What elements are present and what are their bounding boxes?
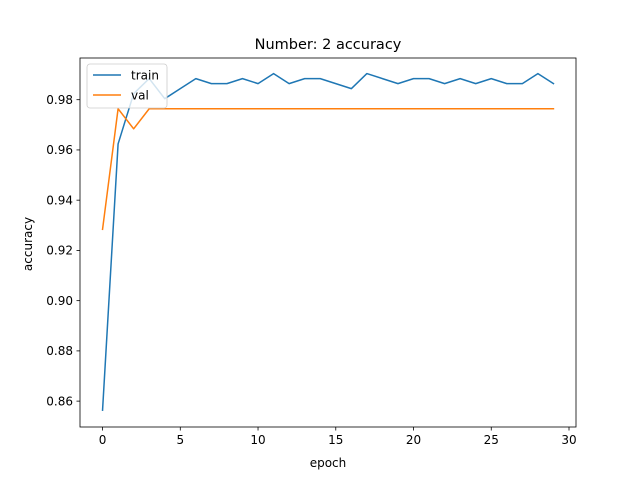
legend-label-val: val — [131, 88, 149, 102]
x-axis-ticks: 0 5 10 15 20 25 30 — [99, 427, 577, 447]
y-tick-label: 0.94 — [46, 193, 73, 207]
legend: train val — [86, 63, 168, 109]
x-tick-label: 30 — [561, 433, 576, 447]
legend-label-train: train — [131, 68, 159, 82]
plot-area — [79, 57, 577, 428]
series-layer — [101, 72, 555, 411]
chart-title: Number: 2 accuracy — [255, 37, 402, 53]
y-tick-label: 0.86 — [46, 394, 73, 408]
y-tick-label: 0.90 — [46, 294, 73, 308]
axes-frame — [79, 57, 577, 428]
series-line-val — [101, 107, 555, 231]
x-tick-label: 10 — [250, 433, 265, 447]
series-line-train — [101, 72, 555, 411]
x-tick-label: 25 — [484, 433, 499, 447]
x-axis-label: epoch — [310, 456, 347, 470]
y-tick-label: 0.96 — [46, 143, 73, 157]
y-tick-label: 0.92 — [46, 244, 73, 258]
x-tick-label: 15 — [328, 433, 343, 447]
y-axis-ticks: 0.86 0.88 0.90 0.92 0.94 0.96 0.98 — [46, 93, 80, 408]
y-tick-label: 0.88 — [46, 344, 73, 358]
y-tick-label: 0.98 — [46, 93, 73, 107]
x-tick-label: 20 — [406, 433, 421, 447]
y-axis-label: accuracy — [21, 217, 35, 271]
x-tick-label: 0 — [99, 433, 107, 447]
x-tick-label: 5 — [176, 433, 184, 447]
